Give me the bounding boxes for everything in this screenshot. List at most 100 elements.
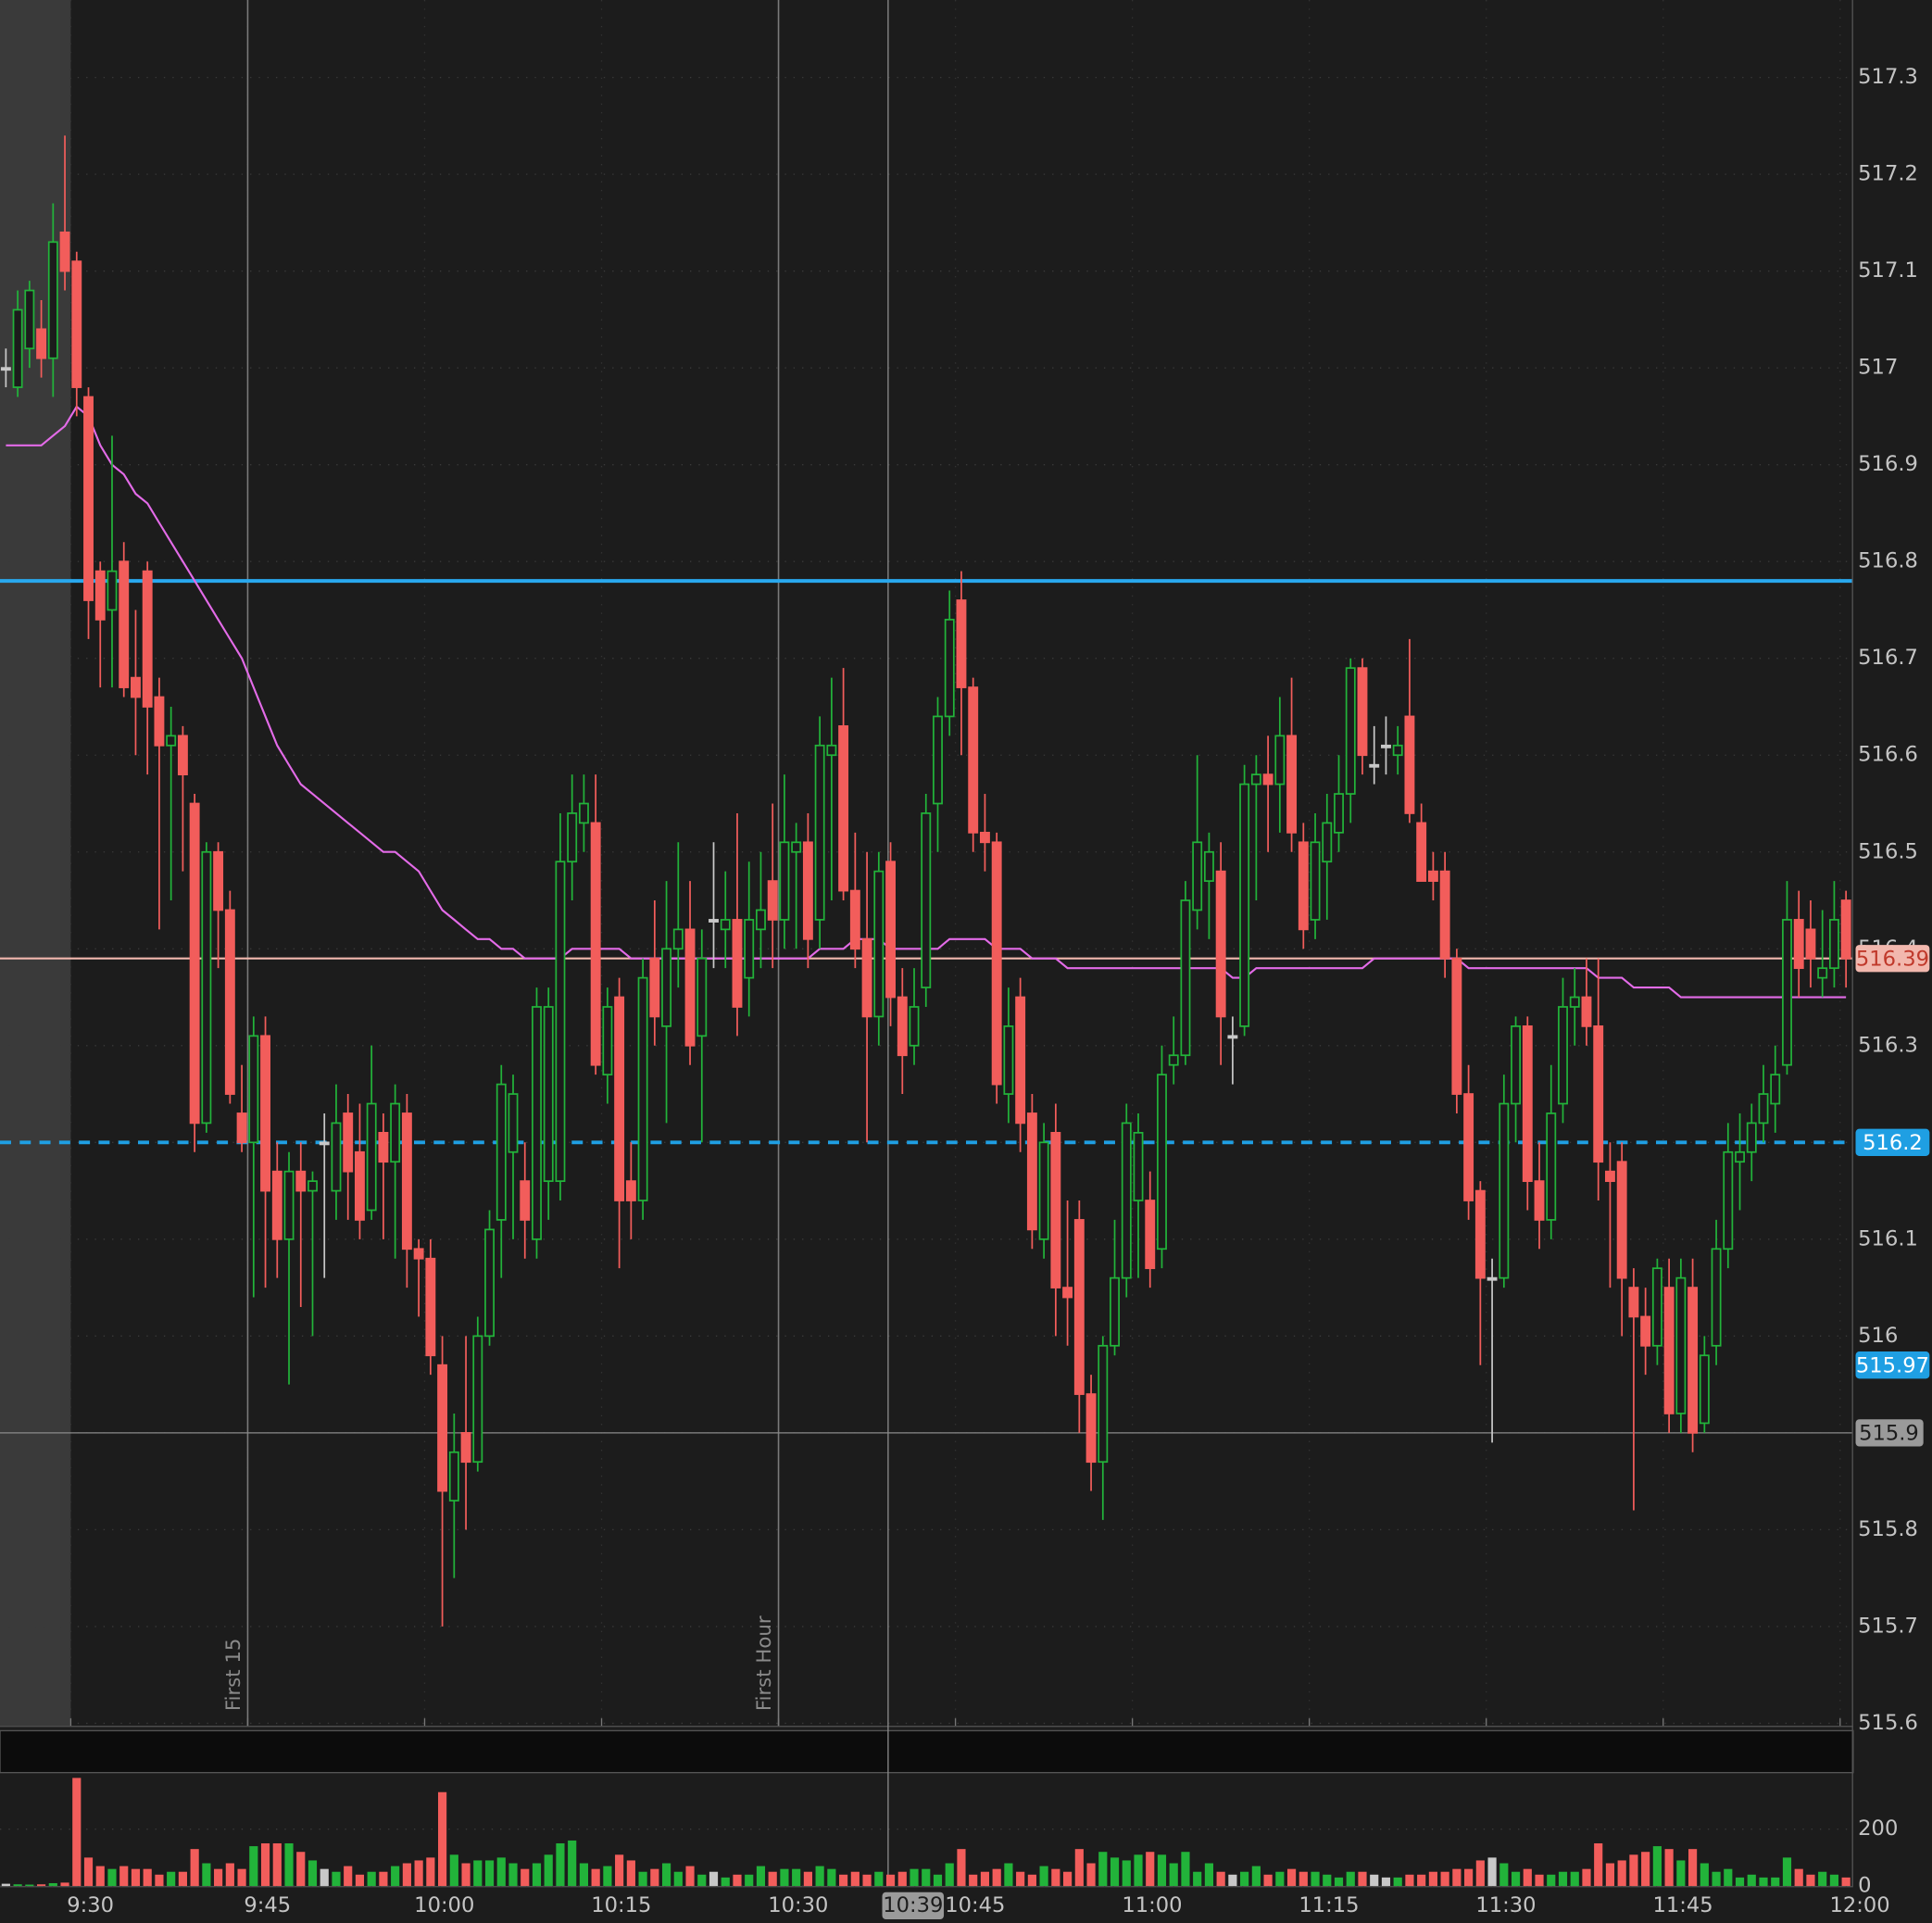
x-tick-label: 10:15 [591, 1893, 651, 1917]
volume-bar [1547, 1874, 1556, 1887]
volume-bar [225, 1863, 234, 1887]
volume-bar [1051, 1868, 1060, 1887]
x-tick-label: 11:45 [1652, 1893, 1712, 1917]
volume-bar [1629, 1854, 1638, 1887]
y-tick-label: 516.3 [1858, 1033, 1918, 1057]
candle-body [555, 861, 566, 1182]
volume-bar [202, 1863, 211, 1887]
candle-body [283, 1170, 295, 1240]
candle-body [861, 937, 872, 1018]
candle-body [166, 735, 177, 747]
candle-body [1180, 899, 1191, 1057]
volume-bar [1806, 1874, 1815, 1887]
candle-body [189, 802, 200, 1125]
candle-body [1463, 1093, 1474, 1201]
volume-bar [1311, 1871, 1320, 1887]
y-tick-label: 515.7 [1858, 1614, 1918, 1638]
price-tag [1855, 1128, 1930, 1156]
volume-bar [1652, 1846, 1662, 1887]
volume-bar [367, 1871, 376, 1887]
y-tick-label: 517.1 [1858, 258, 1918, 283]
candle-body [1262, 773, 1273, 786]
candle-body [732, 919, 743, 1008]
candle-body [578, 802, 589, 824]
candle-body [1133, 1131, 1144, 1201]
volume-bar [484, 1860, 495, 1887]
volume-bar [1428, 1871, 1437, 1887]
volume-bar [862, 1874, 872, 1887]
volume-bar [910, 1868, 919, 1887]
candle-body [1345, 667, 1356, 795]
premarket-shading [0, 0, 71, 1727]
y-tick-label: 517.2 [1858, 162, 1918, 186]
candle-body [94, 570, 106, 621]
volume-bar [72, 1778, 82, 1887]
candle-body [401, 1112, 412, 1251]
volume-bar [1724, 1868, 1733, 1887]
volume-bar [1039, 1866, 1048, 1887]
candle-body [602, 1006, 613, 1076]
candle-body [1746, 1122, 1757, 1153]
candle-body [131, 676, 141, 698]
candle-body [36, 328, 47, 359]
candle-body [779, 841, 790, 921]
candle-body [1015, 996, 1026, 1125]
candle-body [1758, 1093, 1769, 1125]
volume-bar [1582, 1868, 1591, 1887]
candle-body [1581, 996, 1592, 1027]
volume-bar [131, 1868, 141, 1887]
candle-body [343, 1112, 354, 1173]
candle-body [720, 919, 731, 931]
crosshair-price-label: 515.9 [1859, 1422, 1919, 1446]
candle-body [1274, 735, 1286, 786]
volume-bar [626, 1860, 635, 1887]
candle-body [956, 599, 967, 688]
candle-body [897, 996, 908, 1057]
candle-body [1085, 1393, 1097, 1464]
volume-bar [260, 1843, 270, 1887]
candle-body [826, 744, 837, 757]
volume-bar [1122, 1860, 1131, 1887]
price-tag [1855, 945, 1930, 973]
candle-body [709, 919, 719, 923]
x-tick-label: 10:45 [945, 1893, 1005, 1917]
y-tick-label: 516.5 [1858, 839, 1918, 863]
candle-body [1569, 996, 1580, 1008]
volume-bar [107, 1868, 117, 1887]
candle-body [1203, 850, 1214, 882]
volume-bar [237, 1868, 246, 1887]
y-tick-label: 516.9 [1858, 452, 1918, 476]
volume-bar [1818, 1871, 1827, 1887]
volume-bar [673, 1871, 683, 1887]
y-tick-label: 517 [1858, 356, 1898, 380]
volume-bar [839, 1874, 848, 1887]
candle-body [979, 831, 990, 844]
volume-bar [803, 1871, 812, 1887]
volume-bar [874, 1871, 884, 1887]
volume-bar [1169, 1863, 1178, 1887]
x-tick-label: 11:30 [1475, 1893, 1536, 1917]
volume-bar [1617, 1860, 1626, 1887]
candle-body [968, 686, 979, 834]
candle-body [1050, 1131, 1061, 1288]
price-tag-label: 516.39 [1856, 948, 1929, 972]
volume-bar [1181, 1852, 1190, 1887]
volume-bar [449, 1854, 458, 1887]
volume-bar [1063, 1871, 1073, 1887]
candle-body [590, 822, 601, 1066]
x-tick-label: 9:45 [244, 1893, 291, 1917]
volume-bar [1558, 1871, 1568, 1887]
volume-bar [391, 1866, 400, 1887]
volume-bar [1452, 1868, 1462, 1887]
x-tick-label: 10:00 [414, 1893, 474, 1917]
volume-bar [1747, 1874, 1756, 1887]
candle-body [767, 880, 778, 921]
candle-body [684, 928, 696, 1047]
volume-bar [461, 1863, 470, 1887]
volume-bar [615, 1854, 624, 1887]
volume-bar [344, 1866, 353, 1887]
candle-body [496, 1083, 507, 1221]
volume-bar [1393, 1877, 1402, 1887]
volume-bar [1475, 1860, 1485, 1887]
volume-bar [969, 1874, 978, 1887]
